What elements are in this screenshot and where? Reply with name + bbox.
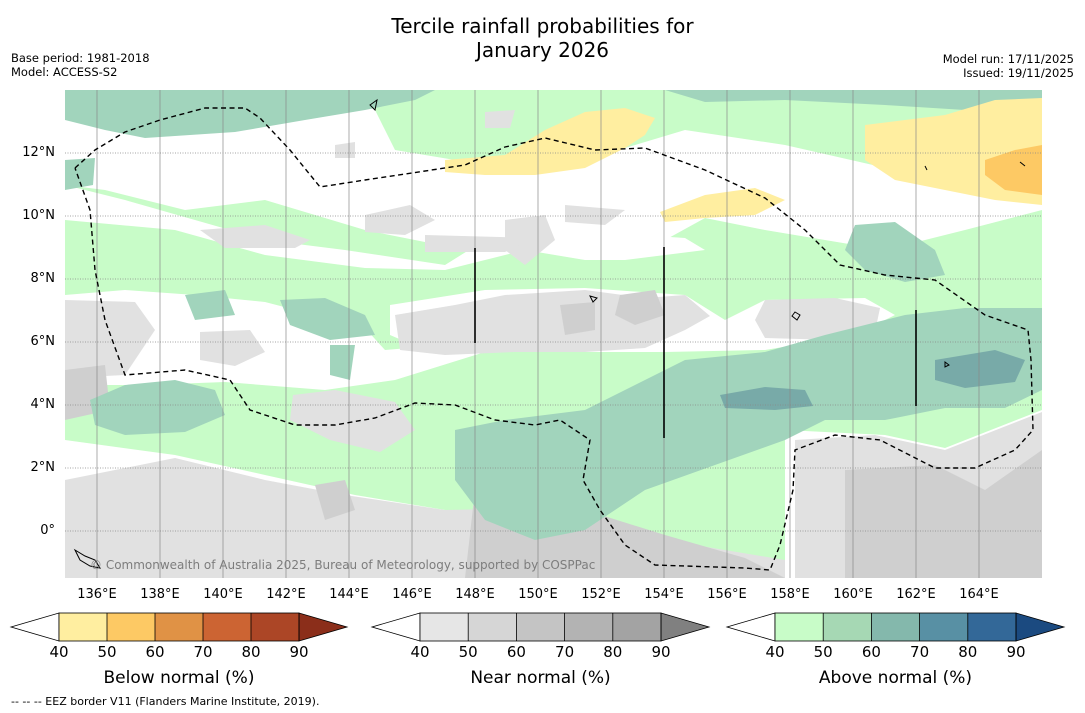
colorbar-tick-label: 70: [910, 643, 930, 661]
colorbar-segment: [564, 613, 613, 641]
colorbars: [9, 612, 1066, 642]
above-normal-60-regions: [65, 90, 1042, 540]
colorbar-frame: [774, 612, 1017, 642]
colorbar-tick-label: 80: [958, 643, 978, 661]
title-line-2: January 2026: [475, 38, 610, 62]
probability-map: [65, 90, 1042, 578]
colorbar-high-cap: [298, 612, 349, 642]
lon-label-164e: 164°E: [959, 587, 999, 602]
lon-label-160e: 160°E: [833, 587, 873, 602]
colorbar-label-near: Near normal (%): [470, 668, 611, 688]
lon-label-158e: 158°E: [770, 587, 810, 602]
colorbar-tick-label: 80: [241, 643, 261, 661]
colorbar-frame: [58, 612, 300, 642]
colorbar-tick-label: 50: [813, 643, 833, 661]
model-run: Model run: 17/11/2025: [942, 52, 1074, 66]
colorbar-low-cap: [9, 612, 60, 642]
base-period: Base period: 1981-2018: [11, 51, 150, 65]
lat-label-6n: 6°N: [30, 334, 56, 349]
colorbar-frame: [419, 612, 662, 642]
colorbar-segment: [919, 613, 968, 641]
eez-border: [74, 107, 1034, 571]
lat-label-4n: 4°N: [30, 397, 56, 412]
colorbar-segment: [203, 613, 251, 641]
lat-label-2n: 2°N: [30, 460, 56, 475]
colorbar-segment: [251, 613, 299, 641]
colorbar-tick-label: 90: [1006, 643, 1026, 661]
lon-label-144e: 144°E: [329, 587, 369, 602]
run-info: Model run: 17/11/2025 Issued: 19/11/2025: [943, 52, 1074, 80]
colorbar-label-above: Above normal (%): [818, 668, 973, 688]
colorbar-tick-label: 60: [861, 643, 881, 661]
colorbar-tick-label: 50: [97, 643, 117, 661]
colorbar-segment: [516, 613, 565, 641]
colorbar-low-cap: [725, 612, 776, 642]
lat-label-8n: 8°N: [30, 271, 56, 286]
colorbar-tick-label: 80: [603, 643, 623, 661]
colorbar-segment: [107, 613, 155, 641]
colorbar-segment: [823, 613, 872, 641]
lon-label-136e: 136°E: [77, 587, 117, 602]
colorbar-high-cap: [660, 612, 711, 642]
colorbar-near-normal: [370, 612, 711, 642]
colorbar-tick-label: 40: [765, 643, 785, 661]
colorbar-tick-label: 60: [506, 643, 526, 661]
colorbar-tick-label: 70: [193, 643, 213, 661]
lat-label-12n: 12°N: [22, 145, 55, 160]
gridlines: [65, 152, 1042, 532]
colorbar-tick-label: 90: [289, 643, 309, 661]
lon-label-150e: 150°E: [518, 587, 558, 602]
colorbar-high-cap: [1015, 612, 1066, 642]
lat-label-10n: 10°N: [22, 208, 55, 223]
eez-footnote: -- -- -- EEZ border V11 (Flanders Marine…: [11, 695, 320, 708]
model-name: Model: ACCESS-S2: [11, 65, 118, 79]
lon-label-140e: 140°E: [203, 587, 243, 602]
colorbar-segment: [871, 613, 920, 641]
lon-label-162e: 162°E: [896, 587, 936, 602]
colorbar-segment: [59, 613, 107, 641]
map-title: Tercile rainfall probabilities for Janua…: [0, 14, 1085, 62]
colorbar-low-cap: [370, 612, 421, 642]
lat-label-0: 0°: [40, 523, 55, 538]
colorbar-tick-label: 70: [555, 643, 575, 661]
colorbar-above-normal: [725, 612, 1066, 642]
copyright-notice: © Commonwealth of Australia 2025, Bureau…: [90, 558, 596, 572]
lon-label-156e: 156°E: [707, 587, 747, 602]
lon-label-142e: 142°E: [266, 587, 306, 602]
boundary-lines: [474, 247, 917, 438]
colorbar-tick-label: 40: [49, 643, 69, 661]
colorbar-segment: [612, 613, 661, 641]
lon-label-152e: 152°E: [581, 587, 621, 602]
colorbar-label-below: Below normal (%): [103, 668, 255, 688]
colorbar-tick-label: 60: [145, 643, 165, 661]
colorbar-segment: [775, 613, 824, 641]
lon-label-154e: 154°E: [644, 587, 684, 602]
colorbar-segment: [155, 613, 203, 641]
title-line-1: Tercile rainfall probabilities for: [391, 14, 694, 38]
colorbar-segment: [468, 613, 517, 641]
below-normal-60-region: [985, 145, 1042, 195]
model-info: Base period: 1981-2018 Model: ACCESS-S2: [11, 51, 150, 79]
colorbar-tick-label: 90: [651, 643, 671, 661]
lon-label-148e: 148°E: [455, 587, 495, 602]
islands: [73, 98, 1026, 569]
lon-label-138e: 138°E: [140, 587, 180, 602]
colorbar-tick-label: 40: [410, 643, 430, 661]
lon-label-146e: 146°E: [392, 587, 432, 602]
colorbar-segment: [420, 613, 469, 641]
colorbar-below-normal: [9, 612, 349, 642]
colorbar-segment: [967, 613, 1016, 641]
colorbar-tick-label: 50: [458, 643, 478, 661]
issued-date: Issued: 19/11/2025: [963, 66, 1074, 80]
